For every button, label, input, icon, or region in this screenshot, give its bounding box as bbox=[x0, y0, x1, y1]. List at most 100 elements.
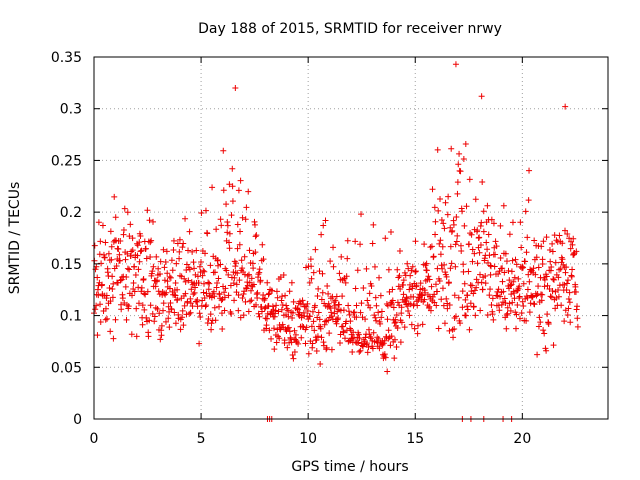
data-point bbox=[212, 317, 219, 324]
data-point bbox=[236, 241, 243, 248]
data-point bbox=[220, 147, 227, 154]
data-point bbox=[499, 278, 506, 285]
data-point bbox=[128, 331, 135, 338]
data-point bbox=[397, 286, 404, 293]
data-point bbox=[91, 242, 98, 249]
data-point bbox=[510, 278, 517, 285]
data-point bbox=[478, 219, 485, 226]
data-point bbox=[569, 266, 576, 273]
data-point bbox=[466, 176, 473, 183]
data-point bbox=[526, 278, 533, 285]
data-point bbox=[147, 254, 154, 261]
data-point bbox=[389, 297, 396, 304]
data-point bbox=[244, 279, 251, 286]
data-point bbox=[207, 311, 214, 318]
data-point bbox=[540, 327, 547, 334]
data-point bbox=[170, 237, 177, 244]
data-point bbox=[201, 268, 208, 275]
data-point bbox=[179, 314, 186, 321]
data-point bbox=[310, 269, 317, 276]
data-point bbox=[99, 222, 106, 229]
data-point bbox=[124, 250, 131, 257]
data-point bbox=[102, 239, 109, 246]
data-point bbox=[284, 325, 291, 332]
data-point bbox=[390, 304, 397, 311]
data-point bbox=[362, 334, 369, 341]
data-point bbox=[167, 274, 174, 281]
data-point bbox=[325, 290, 332, 297]
data-point bbox=[388, 333, 395, 340]
data-point bbox=[445, 193, 452, 200]
data-point bbox=[490, 316, 497, 323]
data-point bbox=[477, 307, 484, 314]
data-point bbox=[109, 273, 116, 280]
data-point bbox=[322, 217, 329, 224]
data-point bbox=[425, 273, 432, 280]
data-point bbox=[429, 186, 436, 193]
data-point bbox=[328, 313, 335, 320]
data-point bbox=[555, 293, 562, 300]
data-point bbox=[432, 218, 439, 225]
data-point bbox=[248, 275, 255, 282]
data-point bbox=[512, 256, 519, 263]
data-point bbox=[176, 236, 183, 243]
data-point bbox=[475, 235, 482, 242]
data-point bbox=[191, 289, 198, 296]
data-point bbox=[473, 284, 480, 291]
data-point bbox=[240, 312, 247, 319]
data-point bbox=[206, 280, 213, 287]
data-point bbox=[296, 298, 303, 305]
data-point bbox=[116, 257, 123, 264]
data-point bbox=[232, 85, 239, 92]
data-point bbox=[401, 324, 408, 331]
data-point bbox=[233, 281, 240, 288]
data-point bbox=[357, 309, 364, 316]
data-point bbox=[184, 298, 191, 305]
data-point bbox=[485, 231, 492, 238]
data-point bbox=[486, 252, 493, 259]
data-point bbox=[537, 319, 544, 326]
data-point bbox=[211, 293, 218, 300]
data-point bbox=[158, 332, 165, 339]
data-point bbox=[472, 196, 479, 203]
data-point bbox=[234, 270, 241, 277]
data-point bbox=[188, 286, 195, 293]
data-point bbox=[363, 265, 370, 272]
data-point bbox=[243, 285, 250, 292]
data-point bbox=[532, 271, 539, 278]
data-point bbox=[143, 255, 150, 262]
data-point bbox=[502, 250, 509, 257]
data-point bbox=[470, 303, 477, 310]
data-point bbox=[516, 283, 523, 290]
data-point bbox=[403, 294, 410, 301]
grid-lines bbox=[94, 57, 608, 419]
data-point bbox=[189, 248, 196, 255]
y-tick-label: 0.1 bbox=[60, 309, 82, 325]
data-point bbox=[101, 254, 108, 261]
data-point bbox=[370, 221, 377, 228]
data-point bbox=[496, 268, 503, 275]
data-point bbox=[446, 301, 453, 308]
data-point bbox=[299, 297, 306, 304]
data-point bbox=[437, 251, 444, 258]
data-point bbox=[437, 237, 444, 244]
data-point bbox=[308, 263, 315, 270]
data-point bbox=[286, 328, 293, 335]
data-point bbox=[376, 274, 383, 281]
data-point bbox=[331, 299, 338, 306]
data-point bbox=[180, 322, 187, 329]
data-point bbox=[258, 308, 265, 315]
data-point bbox=[439, 243, 446, 250]
data-point bbox=[535, 264, 542, 271]
data-point bbox=[412, 238, 419, 245]
data-point bbox=[414, 322, 421, 329]
data-point bbox=[384, 316, 391, 323]
data-point bbox=[294, 305, 301, 312]
data-point bbox=[229, 165, 236, 172]
data-point bbox=[168, 306, 175, 313]
data-point bbox=[535, 323, 542, 330]
data-point bbox=[544, 282, 551, 289]
data-point bbox=[462, 140, 469, 147]
data-point bbox=[186, 266, 193, 273]
